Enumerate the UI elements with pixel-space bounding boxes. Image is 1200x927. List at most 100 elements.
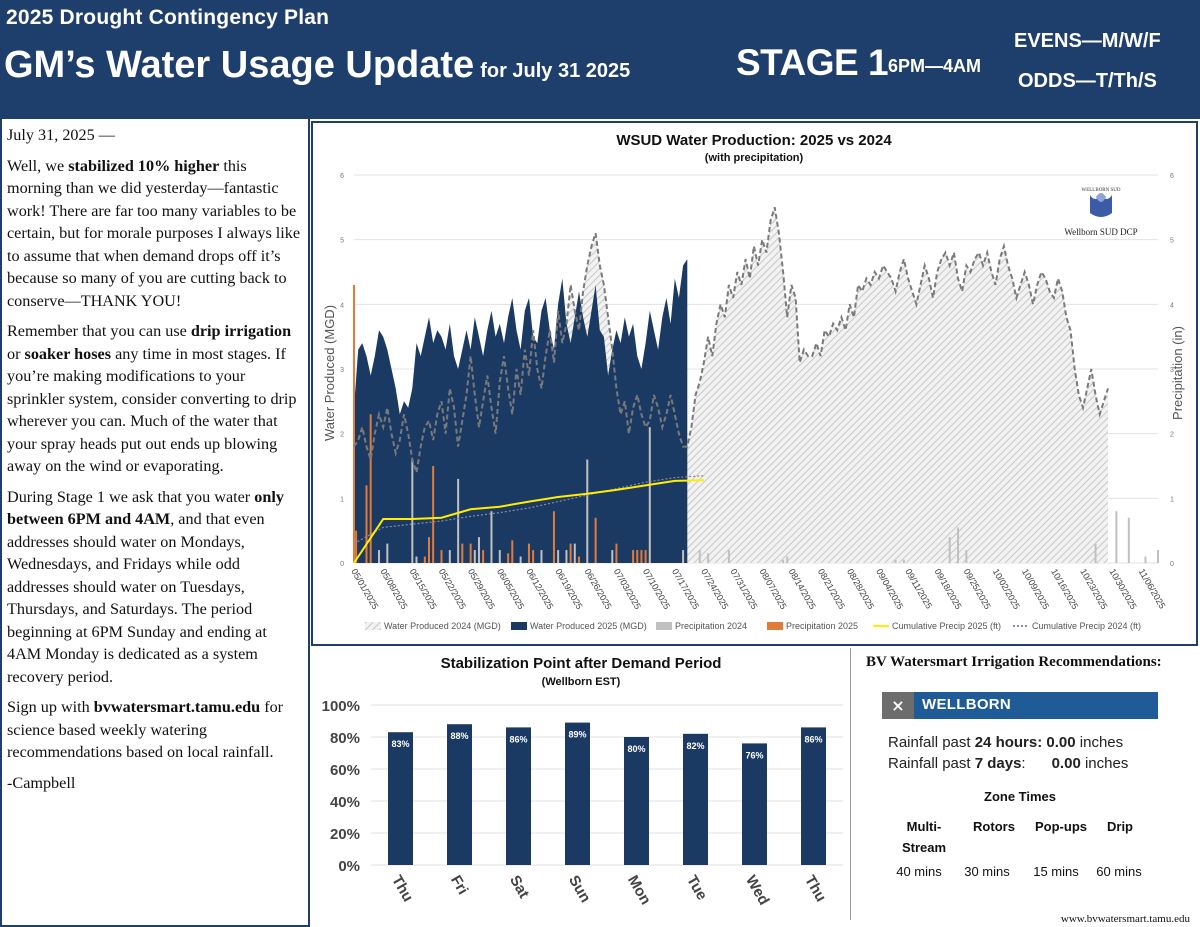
title-text: GM’s Water Usage Update: [4, 44, 475, 86]
x-tick-label: 09/25/2025: [962, 567, 993, 611]
bar: [742, 743, 767, 865]
legend-label: Precipitation 2024: [675, 621, 747, 631]
precip-2025-bar: [532, 550, 535, 563]
bar-value-label: 86%: [509, 734, 527, 744]
precip-2025-bar: [353, 284, 355, 563]
text: , and that even addresses should water o…: [7, 510, 267, 686]
production-chart-title: WSUD Water Production: 2025 vs 2024: [616, 132, 892, 149]
stage-hours: 6PM—4AM: [888, 56, 982, 76]
zone-drip: Drip: [1080, 816, 1160, 837]
letter-paragraph-4: Sign up with bvwatersmart.tamu.edu for s…: [7, 696, 303, 764]
precip-2024-bar: [902, 559, 905, 563]
letter-paragraph-2: Remember that you can use drip irrigatio…: [7, 320, 303, 478]
bar: [801, 727, 826, 865]
wellborn-logo: WELLBORN SUD Wellborn SUD DCP: [1064, 188, 1137, 237]
x-axis-ticks: Thu Fri Sat Sun Mon Tue Wed Thu: [388, 873, 829, 909]
legend-label: Water Produced 2025 (MGD): [530, 621, 647, 631]
bar-value-label: 82%: [686, 741, 704, 751]
x-tick-label: Thu: [388, 873, 416, 905]
x-tick-label: 08/28/2025: [845, 567, 876, 611]
bar: [388, 732, 413, 865]
precip-2024-bar: [682, 550, 685, 563]
legend-label: Precipitation 2025: [786, 621, 858, 631]
x-tick-label: 05/15/2025: [408, 567, 439, 611]
text: inches: [1075, 734, 1124, 751]
precip-2025-bar: [469, 543, 472, 563]
title-date: for July 31 2025: [480, 60, 631, 82]
precip-2025-bar: [482, 550, 485, 563]
rainfall-24h-value: : 0.00: [1037, 734, 1076, 751]
precip-2024-bar: [473, 550, 476, 563]
x-tick-label: 10/02/2025: [991, 567, 1022, 611]
legend-swatch: [767, 622, 783, 630]
x-tick-label: Sat: [506, 873, 532, 902]
x-tick-label: Wed: [742, 873, 772, 909]
x-tick-label: 06/19/2025: [553, 567, 584, 611]
zone-label: Drip: [1107, 819, 1133, 834]
gm-letter: July 31, 2025 — Well, we stabilized 10% …: [0, 119, 310, 927]
x-tick-label: 07/17/2025: [670, 567, 701, 611]
zone-time: 40 mins: [896, 864, 942, 879]
bold-text: stabilized 10% higher: [68, 156, 220, 175]
legend-label: Cumulative Precip 2025 (ft): [892, 621, 1001, 631]
letter-signature: -Campbell: [7, 773, 76, 792]
precip-2024-bar: [786, 556, 789, 563]
bar: [683, 733, 708, 865]
text: :: [1021, 755, 1026, 772]
legend-label: Cumulative Precip 2024 (ft): [1032, 621, 1141, 631]
y2-tick-label: 1: [1170, 496, 1174, 503]
precip-2024-bar: [415, 556, 418, 563]
precip-2024-bar: [1157, 550, 1159, 563]
text: or: [7, 344, 25, 363]
legend-swatch: [656, 622, 672, 630]
x-tick-label: 05/08/2025: [378, 567, 409, 611]
precip-2024-bar: [457, 478, 460, 563]
bold-text: 7 days: [974, 755, 1022, 772]
text: inches: [1080, 755, 1129, 772]
letter-paragraph-3: During Stage 1 we ask that you water onl…: [7, 486, 303, 689]
letter-date: July 31, 2025 —: [7, 126, 115, 144]
zone-pop-ups: Pop-ups: [1021, 816, 1101, 837]
chart-legend: Water Produced 2024 (MGD) Water Produced …: [365, 621, 1141, 631]
y2-tick-label: 2: [1170, 432, 1174, 439]
y-tick-label: 2: [340, 432, 344, 439]
y-tick-label: 100%: [322, 698, 360, 715]
bar: [447, 724, 472, 865]
zone-times-title: Zone Times: [984, 789, 1057, 804]
text: Remember that you can use: [7, 322, 191, 340]
bold-text: only between 6PM and 4AM: [7, 487, 284, 529]
x-tick-label: 07/31/2025: [728, 567, 759, 611]
series-lines: [353, 206, 1109, 564]
precip-2024-bar: [477, 537, 480, 563]
watersmart-url[interactable]: www.bvwatersmart.tamu.edu: [1060, 913, 1190, 925]
area-2025-fill: [354, 259, 688, 563]
logo-caption: Wellborn SUD DCP: [1064, 227, 1137, 237]
legend-swatch: [511, 622, 527, 630]
precip-2024-bar: [727, 550, 730, 563]
stabilization-chart-title: Stabilization Point after Demand Period: [441, 655, 722, 672]
cumulative-precip-2024-line: [353, 475, 704, 545]
zone-label: Stream: [901, 840, 947, 855]
precip-2024-bar: [707, 553, 710, 563]
bold-text: soaker hoses: [24, 344, 112, 363]
text: for science based weekly watering recomm…: [7, 698, 284, 761]
precip-2024-bar: [565, 550, 568, 563]
stabilization-chart-panel: Stabilization Point after Demand Period …: [311, 648, 851, 920]
precip-2024-bar: [611, 550, 614, 563]
y2-tick-label: 0: [1170, 561, 1174, 568]
precip-2025-bar: [644, 550, 647, 563]
y-tick-label: 3: [340, 367, 344, 374]
schedule-odds: ODDS—T/Th/S: [1018, 70, 1157, 92]
droplet-icon: [1090, 195, 1112, 217]
location-bar: × WELLBORN: [882, 692, 1158, 719]
line-2024: [353, 206, 1109, 473]
precip-2024-bar: [448, 550, 451, 563]
x-tick-label: 06/05/2025: [495, 567, 526, 611]
x-tick-label: Thu: [801, 873, 829, 905]
rainfall-7d-value: 0.00: [1051, 755, 1081, 772]
precip-2025-bar: [355, 530, 358, 563]
x-tick-label: 06/12/2025: [524, 567, 555, 611]
x-axis-ticks: 05/01/202505/08/202505/15/202505/22/2025…: [349, 567, 1167, 611]
x-tick-label: 09/04/2025: [874, 567, 905, 611]
close-button[interactable]: ×: [882, 692, 914, 719]
